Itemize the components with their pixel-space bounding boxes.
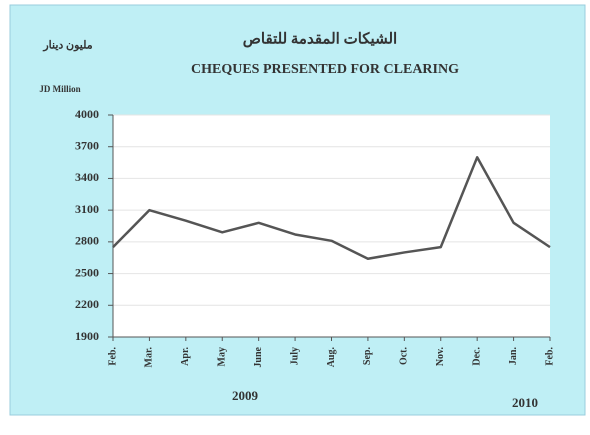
line xyxy=(112,156,551,261)
y-tick-label: 3400 xyxy=(75,170,99,184)
y-tick-label: 2500 xyxy=(75,265,99,279)
x-tick-label: May xyxy=(217,347,228,366)
x-tick-label: Feb. xyxy=(544,347,555,366)
x-tick-label: Sep. xyxy=(362,347,373,366)
chart-title-ar: الشيكات المقدمة للتقاص xyxy=(243,31,397,47)
y-tick-label: 2800 xyxy=(75,234,99,248)
x-tick-label: Oct. xyxy=(399,347,410,366)
y-tick-label: 2200 xyxy=(75,297,99,311)
x-tick-label: Jan. xyxy=(508,347,519,366)
y-tick-label: 3700 xyxy=(75,138,99,152)
x-tick-label: Apr. xyxy=(180,347,191,366)
x-tick-label: Mar. xyxy=(144,347,155,368)
x-tick-label: June xyxy=(253,346,264,367)
y-tick-label: 3100 xyxy=(75,202,99,216)
x-tick-label: July xyxy=(289,347,300,365)
plot-area xyxy=(113,115,550,337)
y-tick-label: 4000 xyxy=(75,107,99,121)
year-label: 2010 xyxy=(512,395,538,410)
y-label: JD Million xyxy=(39,84,80,94)
year-label: 2009 xyxy=(232,388,259,403)
x-tick-label: Dec. xyxy=(471,347,482,366)
chart-title: CHEQUES PRESENTED FOR CLEARING xyxy=(191,62,459,77)
y-label-ar: مليون دينار xyxy=(42,40,92,52)
x-tick-label: Feb. xyxy=(107,347,118,366)
x-tick-label: Nov. xyxy=(435,347,446,367)
y-tick-label: 1900 xyxy=(75,329,99,343)
x-tick-label: Aug. xyxy=(326,347,337,368)
